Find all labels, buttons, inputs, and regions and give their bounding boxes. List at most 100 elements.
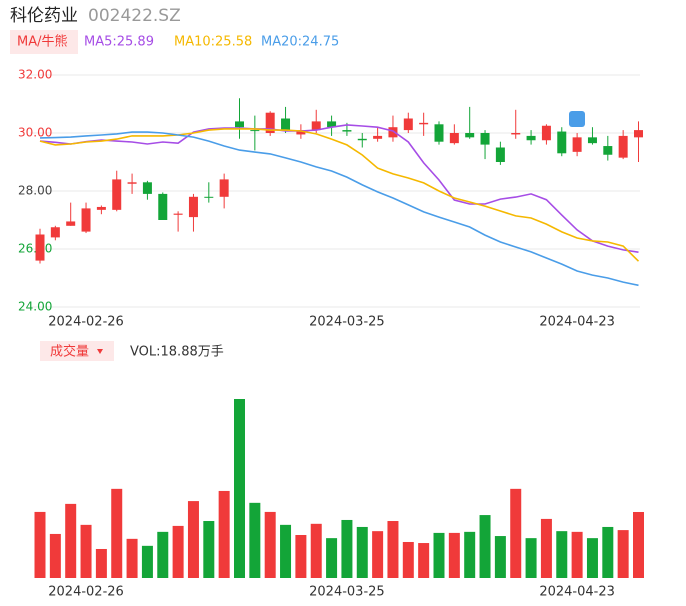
volume-bar: [249, 502, 261, 578]
volume-bar: [34, 511, 46, 578]
y-tick-label: 26.00: [18, 242, 52, 256]
volume-bar: [203, 521, 215, 578]
volume-bar: [126, 538, 138, 578]
volume-bar: [49, 533, 61, 578]
candle-body: [188, 196, 198, 218]
candle-body: [219, 179, 229, 197]
volume-bar: [402, 541, 414, 578]
candle-body: [81, 208, 91, 232]
volume-bar: [111, 488, 123, 578]
candle-body: [327, 121, 337, 128]
volume-bar: [356, 526, 368, 578]
y-tick-label: 24.00: [18, 300, 52, 314]
x-tick-label: 2024-04-23: [539, 315, 615, 330]
candle-body: [173, 213, 183, 215]
volume-bar: [295, 534, 307, 578]
volume-bar: [65, 503, 77, 578]
y-tick-label: 32.00: [18, 68, 52, 82]
ma-line: [39, 124, 639, 253]
candle-body: [127, 182, 137, 184]
volume-bar: [586, 538, 598, 578]
volume-bar: [80, 524, 92, 578]
volume-label: VOL:18.88万手: [130, 345, 224, 360]
volume-bar: [510, 488, 522, 578]
volume-bar: [633, 511, 644, 578]
volume-bar: [556, 531, 568, 578]
volume-bar: [280, 524, 292, 578]
volume-bar: [372, 531, 384, 578]
volume-bar: [602, 526, 614, 578]
volume-bar: [326, 538, 338, 578]
volume-bar: [141, 545, 153, 578]
candle-body: [204, 196, 214, 198]
candle-body: [526, 135, 536, 141]
ma-button[interactable]: MA/牛熊: [17, 34, 68, 50]
volume-bar: [448, 532, 460, 578]
candle-body: [511, 133, 521, 135]
volume-bar: [479, 515, 491, 578]
candle-body: [495, 147, 505, 162]
candle-body: [480, 133, 490, 145]
legend-entry: MA20:24.75: [261, 35, 339, 50]
candle-body: [50, 227, 60, 238]
candle-body: [634, 130, 643, 138]
x-tick-label: 2024-03-25: [309, 315, 385, 330]
candle-body: [603, 146, 613, 155]
candle-body: [281, 118, 291, 131]
candle-body: [296, 130, 306, 135]
x-tick-label: 2024-02-26: [48, 315, 124, 330]
volume-bar: [418, 543, 430, 578]
candle-body: [388, 127, 398, 138]
volume-bar: [494, 536, 506, 578]
volume-bar: [464, 531, 476, 578]
candle-body: [311, 121, 321, 131]
ma-line: [39, 131, 639, 287]
stock-name: 科伦药业: [10, 6, 78, 26]
candle-body: [403, 118, 413, 131]
x-tick-label: 2024-04-23: [539, 585, 615, 600]
volume-button[interactable]: 成交量: [50, 344, 89, 360]
candle-body: [449, 133, 459, 144]
candle-body: [572, 137, 582, 152]
volume-bar: [310, 523, 322, 578]
volume-bar: [172, 525, 184, 578]
legend-entry: MA5:25.89: [84, 35, 154, 50]
ma-line: [39, 128, 640, 262]
stock-code: 002422.SZ: [88, 6, 181, 26]
candle-body: [250, 130, 260, 132]
dropdown-arrow[interactable]: [97, 349, 103, 354]
y-tick-label: 28.00: [18, 184, 52, 198]
x-tick-label: 2024-02-26: [48, 585, 124, 600]
volume-bar: [218, 490, 230, 578]
candle-body: [541, 125, 551, 141]
candle-body: [342, 130, 352, 132]
candle-body: [434, 124, 444, 142]
candle-body: [142, 182, 152, 194]
volume-bar: [95, 548, 107, 578]
candle-body: [235, 121, 244, 128]
candle-body: [35, 234, 45, 261]
candle-body: [557, 131, 567, 154]
volume-bar: [540, 518, 552, 578]
volume-bar: [187, 501, 199, 578]
candle-body: [158, 193, 168, 220]
candle-body: [419, 122, 429, 125]
x-tick-label: 2024-03-25: [309, 585, 385, 600]
ma-button-bg[interactable]: [10, 30, 78, 54]
candle-body: [112, 179, 122, 210]
volume-bar: [387, 521, 399, 578]
volume-bar: [341, 519, 353, 578]
candle-body: [465, 133, 475, 138]
volume-bar: [617, 530, 629, 578]
volume-bar: [264, 511, 276, 578]
legend-entry: MA10:25.58: [174, 35, 252, 50]
candle-body: [96, 206, 106, 210]
volume-bar: [525, 538, 537, 578]
candle-body: [373, 135, 383, 139]
candle-body: [357, 138, 367, 141]
candle-body: [265, 112, 275, 133]
volume-bar: [571, 531, 583, 578]
event-icon[interactable]: [569, 111, 585, 127]
volume-button-bg[interactable]: [40, 341, 114, 361]
